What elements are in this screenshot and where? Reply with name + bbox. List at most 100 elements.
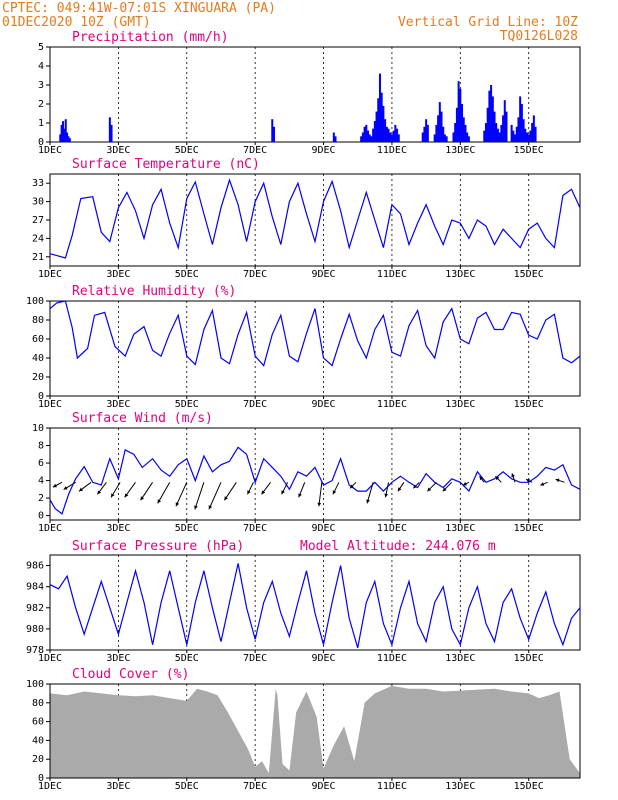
precip-bar [490,85,493,142]
wind-xtick-label: 13DEC [445,523,475,534]
rh-frame [49,300,581,397]
precip-bar [378,73,381,142]
precip-bar [529,130,532,142]
cloud-ytick-label: 0 [38,773,44,784]
wind-arrow-head [124,493,129,498]
wind-arrow-head [298,493,302,498]
precip-bar [423,126,426,142]
cloud-xtick-label: 13DEC [445,781,475,792]
precip-bar [498,132,501,142]
rh-xtick-label: 7DEC [243,399,267,410]
wind-arrow-head [350,484,354,489]
precip-xtick-label: 9DEC [312,145,336,156]
temp-ytick-label: 30 [32,197,44,208]
precip-bar [496,128,499,142]
cloud-xtick-label: 7DEC [243,781,267,792]
panel-cloud: 0 20 40 60 80 100 1DEC 3DEC 5DEC 7DEC 9DEC 11DEC 13D… [26,667,581,792]
panel-rh: 0 20 40 60 80 100 1DEC 3DEC 5DEC 7DEC 9DEC 11DEC 13D… [26,284,581,410]
temp-ytick-label: 27 [32,215,44,226]
precip-bar [512,130,515,142]
wind-arrow-head [97,490,102,495]
wind-xtick-label: 5DEC [175,523,199,534]
precip-bar [370,136,373,142]
wind-ytick-label: 6 [38,458,44,469]
temp-ytick-label: 21 [32,252,44,263]
panel-precip: 0 1 2 3 4 5 1DEC 3DEC 5DEC 7DEC 9DEC 11DEC 13DEC 15DE… [38,30,581,156]
temp-xtick-label: 9DEC [312,269,336,280]
precip-xtick-label: 11DEC [377,145,407,156]
temp-xtick-label: 7DEC [243,269,267,280]
precip-bar [435,124,438,142]
wind-arrow-head [157,499,162,504]
precip-ytick-label: 3 [38,80,44,91]
precip-bar [500,124,503,142]
wind-arrow-head [208,505,213,510]
precip-bar [455,107,458,142]
pressure-xtick-label: 15DEC [514,653,544,664]
precip-bar [466,132,469,142]
precip-bar [389,132,392,142]
precip-bar [361,132,364,142]
precip-xtick-label: 13DEC [445,145,475,156]
precip-bar [425,119,428,142]
rh-xtick-label: 9DEC [312,399,336,410]
temp-series-line [49,178,581,259]
rh-title: Relative Humidity (%) [72,284,236,299]
rh-series-line [49,300,581,367]
rh-xtick-label: 5DEC [175,399,199,410]
precip-bar [486,107,489,142]
cloud-title: Cloud Cover (%) [72,667,189,682]
cloud-xtick-label: 15DEC [514,781,544,792]
precip-bar [522,119,525,142]
precip-bar [397,134,400,142]
precip-bar [372,128,375,142]
wind-arrow-head [53,483,57,488]
precip-bar [421,132,424,142]
cloud-xtick-label: 9DEC [312,781,336,792]
temp-xtick-label: 5DEC [175,269,199,280]
temp-ytick-label: 24 [32,233,44,244]
wind-arrow-head [366,499,370,504]
header-station: CPTEC: 049:41W-07:01S XINGUARA (PA) [2,1,276,16]
precip-title: Precipitation (mm/h) [72,30,229,45]
panel-wind: 0 2 4 6 8 10 1DEC 3DEC 5DEC 7DEC 9DEC 11DEC 13DEC 15D… [32,411,581,534]
precip-xtick-label: 5DEC [175,145,199,156]
precip-bar [483,130,486,142]
precip-bar [510,124,513,142]
precip-xtick-label: 3DEC [106,145,130,156]
wind-xtick-label: 7DEC [243,523,267,534]
temp-title: Surface Temperature (nC) [72,157,260,172]
temp-xtick-label: 3DEC [106,269,130,280]
header-grid-note: Vertical Grid Line: 10Z [398,15,578,30]
cloud-frame-top [49,683,581,779]
precip-bar [387,128,390,142]
precip-bar [377,98,380,142]
temp-xtick-label: 15DEC [514,269,544,280]
precip-bar [61,121,64,142]
precip-bar [524,128,527,142]
temp-ytick-label: 33 [32,178,44,189]
rh-ytick-label: 0 [38,391,44,402]
precip-ytick-label: 1 [38,118,44,129]
wind-arrow-head [224,496,228,501]
pressure-xtick-label: 3DEC [106,653,130,664]
cloud-ytick-label: 80 [32,698,44,709]
wind-arrow-head [384,493,389,498]
precip-xtick-label: 7DEC [243,145,267,156]
rh-ytick-label: 20 [32,372,44,383]
pressure-ytick-label: 978 [26,645,44,656]
precip-bar [503,100,506,142]
rh-xtick-label: 11DEC [377,399,407,410]
header-datetime: 01DEC2020 10Z (GMT) [2,15,151,30]
precip-bar [396,128,399,142]
precip-bar [68,138,71,142]
precip-bar [440,111,443,142]
precip-bar [365,124,368,142]
cloud-ytick-label: 60 [32,717,44,728]
rh-xtick-label: 13DEC [445,399,475,410]
rh-ytick-label: 60 [32,334,44,345]
rh-xtick-label: 1DEC [38,399,62,410]
pressure-subtitle: Model Altitude: 244.076 m [300,539,496,554]
wind-xtick-label: 15DEC [514,523,544,534]
precip-bar [433,134,436,142]
